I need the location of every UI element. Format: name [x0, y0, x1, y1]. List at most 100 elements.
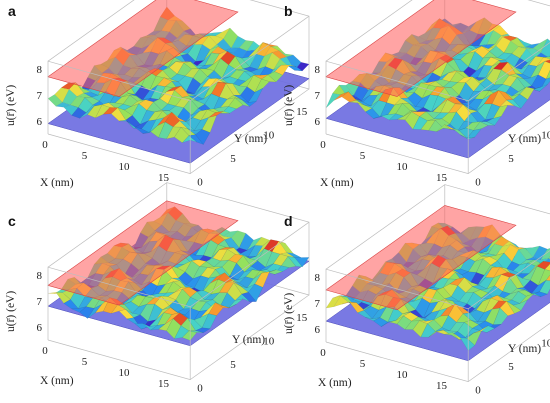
z-tick-label: 7 — [37, 90, 43, 102]
surface-cell — [261, 74, 277, 83]
surface-cell — [545, 69, 550, 80]
x-axis-label: X (nm) — [320, 177, 354, 189]
surface-cell — [241, 292, 257, 302]
x-tick-label: 10 — [397, 161, 409, 173]
surface-cell — [325, 93, 341, 109]
surface-cell — [545, 274, 550, 281]
surface-cell — [287, 65, 303, 72]
surface-cell — [506, 99, 522, 109]
z-axis-label: u(r̄) (eV) — [5, 85, 17, 126]
x-tick-label: 10 — [397, 369, 409, 381]
z-tick-label: 7 — [315, 90, 321, 102]
panel-a: 0 5 10 15 0 5 10 15 6 7 8 a X (nm) Y (nm) u(r̄) (eV) — [5, 0, 310, 189]
z-tick-label: 6 — [315, 324, 321, 336]
x-tick-label: 0 — [320, 347, 326, 359]
surface-cell — [208, 302, 224, 316]
x-tick-label: 0 — [320, 139, 326, 151]
bounding-box-edge — [467, 42, 550, 102]
surface-cell — [281, 256, 297, 268]
surface-cell — [544, 59, 550, 64]
surface-cell — [460, 134, 475, 140]
surface-cell — [493, 307, 509, 325]
surface-cell — [532, 84, 548, 92]
surface-cell — [544, 263, 550, 271]
z-tick-label: 6 — [37, 322, 43, 334]
surface-cell — [201, 313, 217, 329]
panel-b: 0 5 10 15 0 5 10 15 6 7 8 b X (nm) Y (nm) u(r̄) (eV) — [283, 0, 550, 189]
surface-cell — [215, 302, 230, 308]
x-tick-label: 5 — [360, 358, 366, 370]
y-tick-label: 15 — [296, 106, 308, 118]
x-tick-label: 10 — [119, 367, 131, 379]
z-tick-label: 8 — [37, 270, 43, 282]
surface-cell — [234, 97, 250, 107]
y-tick-label: 5 — [508, 153, 514, 165]
surface-cell — [182, 330, 198, 341]
x-tick-label: 15 — [158, 172, 170, 184]
z-tick-label: 8 — [315, 64, 321, 76]
surface-cell — [499, 301, 515, 316]
y-tick-label: 10 — [541, 338, 550, 350]
surface-cell — [267, 71, 283, 83]
panel-letter: b — [284, 3, 293, 19]
surface-cell — [241, 99, 257, 107]
panel-letter: d — [284, 213, 293, 229]
x-tick-label: 15 — [158, 378, 170, 390]
surface-cell — [188, 134, 204, 145]
x-tick-label: 0 — [42, 345, 48, 357]
x-tick-label: 15 — [436, 172, 448, 184]
bounding-box-edges — [47, 266, 191, 380]
z-tick-label: 8 — [315, 272, 321, 284]
red-reference-plane — [325, 0, 517, 97]
x-axis-label: X (nm) — [40, 177, 74, 189]
y-tick-label: 5 — [230, 153, 236, 165]
panel-d: 0 5 10 15 0 5 10 15 6 7 8 d X (nm) Y (nm) u(r̄) (eV) — [283, 184, 550, 397]
x-tick-label: 5 — [82, 356, 88, 368]
z-tick-label: 8 — [37, 64, 43, 76]
y-tick-label: 0 — [475, 385, 481, 397]
y-tick-label: 10 — [541, 130, 550, 142]
surface-cell — [519, 86, 535, 100]
y-tick-label: 5 — [508, 361, 514, 373]
bounding-box-edges — [325, 268, 469, 382]
y-tick-label: 15 — [296, 312, 308, 324]
surface-cell — [506, 301, 522, 314]
x-tick-label: 15 — [436, 380, 448, 392]
surface-cell — [234, 293, 250, 302]
surface-cell — [538, 61, 550, 80]
red-reference-plane — [47, 0, 239, 97]
z-axis-label: u(r̄) (eV) — [283, 85, 295, 126]
panel-letter: c — [8, 213, 16, 229]
y-tick-label: 0 — [197, 177, 203, 189]
y-axis-label: Y (nm) — [508, 133, 541, 145]
panel-letter: a — [8, 3, 16, 19]
y-tick-label: 0 — [475, 177, 481, 189]
x-tick-label: 5 — [82, 150, 88, 162]
z-tick-label: 6 — [37, 116, 43, 128]
x-axis-label: X (nm) — [40, 375, 74, 387]
surface-cell — [208, 111, 224, 118]
bounding-box-edge — [467, 250, 550, 310]
y-axis-label: Y (nm) — [232, 334, 265, 346]
z-axis-label: u(r̄) (eV) — [283, 293, 295, 334]
bounding-box-edge — [189, 221, 310, 308]
y-tick-label: 5 — [230, 359, 236, 371]
surface-cell — [460, 337, 476, 351]
bounding-box-edges — [325, 60, 469, 174]
surface-cell — [532, 291, 548, 297]
bounding-box-edge — [189, 15, 310, 102]
surface-cell — [195, 327, 211, 333]
x-axis-label: X (nm) — [318, 377, 352, 389]
y-tick-label: 10 — [263, 130, 275, 142]
x-tick-label: 0 — [42, 139, 48, 151]
red-reference-plane — [47, 200, 239, 306]
bounding-box-edges — [47, 60, 191, 174]
surface-cell — [540, 38, 550, 58]
x-tick-label: 5 — [360, 150, 366, 162]
y-axis-label: Y (nm) — [508, 343, 541, 355]
z-tick-label: 6 — [315, 116, 321, 128]
x-tick-label: 10 — [119, 161, 131, 173]
red-reference-plane — [325, 205, 517, 311]
energy-surface — [325, 17, 550, 140]
z-axis-label: u(r̄) (eV) — [5, 291, 17, 332]
